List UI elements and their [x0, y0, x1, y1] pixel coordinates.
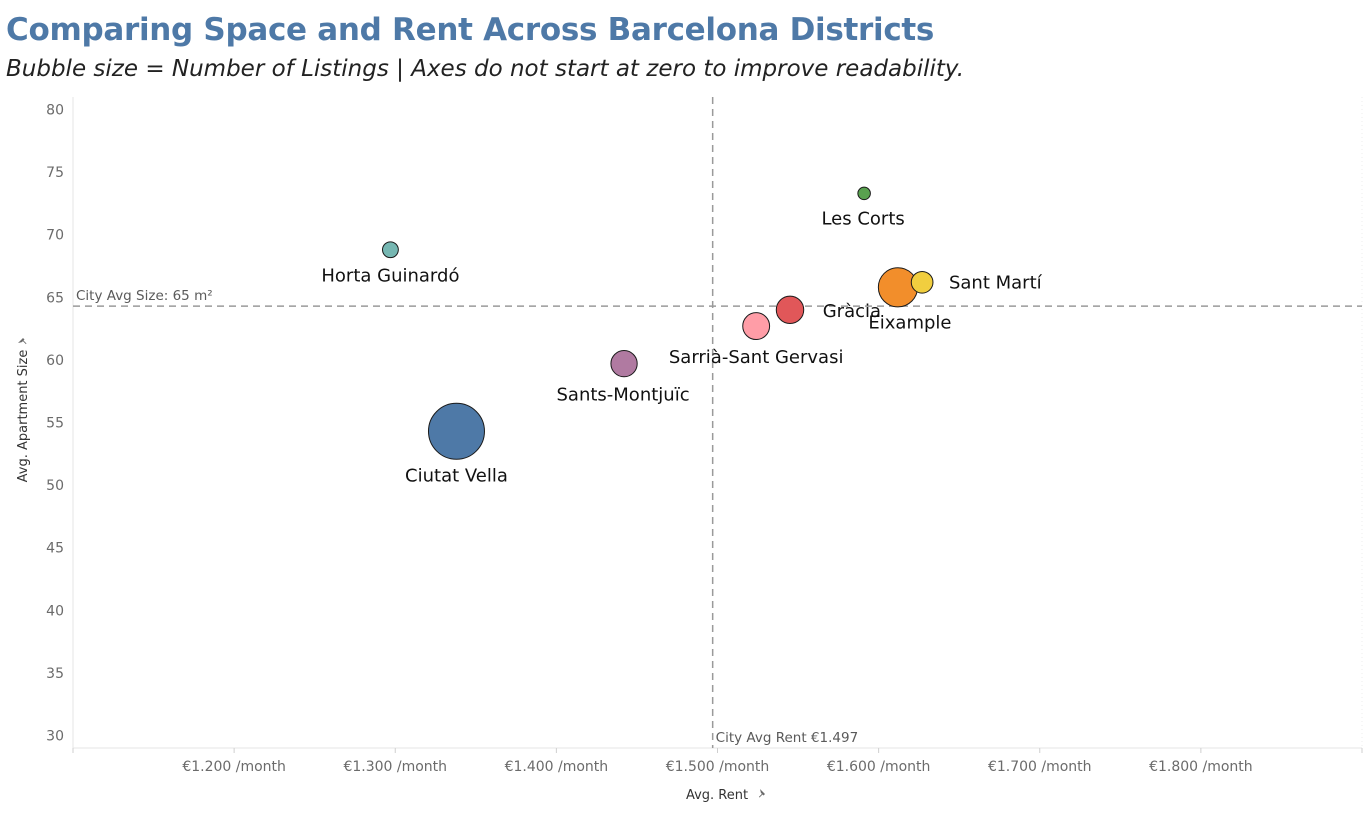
bubble-label-eixample: Eixample: [868, 312, 951, 333]
y-tick-label: 65: [46, 290, 64, 306]
pin-icon: [758, 789, 765, 798]
y-tick-label: 35: [46, 666, 64, 682]
pin-icon: [18, 338, 27, 345]
y-tick-label: 50: [46, 478, 64, 494]
axes: €1.200 /month €1.300 /month €1.400 /month €…: [16, 97, 1363, 803]
x-axis-title: Avg. Rent: [686, 788, 748, 803]
chart-title: Comparing Space and Rent Across Barcelon…: [6, 12, 935, 48]
bubble-labels: Ciutat Vella Eixample Sant Martí Gràcia Sarr…: [321, 208, 1042, 486]
bubble-eixample: [877, 267, 919, 308]
bubble-sarria-sant-gervasi: [742, 312, 771, 341]
bubble-label-ciutat-vella: Ciutat Vella: [405, 465, 508, 486]
y-tick-label: 30: [46, 728, 64, 744]
y-tick-label: 40: [46, 603, 64, 619]
bubble-label-horta-guinardo: Horta Guinardó: [321, 266, 459, 287]
x-tick-label: €1.400 /month: [505, 759, 609, 775]
x-tick-label: €1.600 /month: [827, 759, 931, 775]
y-tick-label: 45: [46, 541, 64, 557]
bubble-label-sarria-sant-gervasi: Sarrià-Sant Gervasi: [669, 347, 844, 368]
avg-rent-reference-label: City Avg Rent €1.497: [716, 730, 859, 746]
y-tick-label: 70: [46, 228, 64, 244]
avg-size-reference-label: City Avg Size: 65 m²: [76, 288, 213, 304]
y-tick-label: 75: [46, 165, 64, 181]
bubble-ciutat-vella: [427, 402, 485, 460]
chart-subtitle: Bubble size = Number of Listings | Axes …: [6, 56, 965, 82]
bubble-les-corts: [857, 186, 871, 201]
x-tick-label: €1.700 /month: [988, 759, 1092, 775]
y-tick-label: 80: [46, 103, 64, 119]
x-tick-label: €1.500 /month: [666, 759, 770, 775]
x-tick-label: €1.300 /month: [343, 759, 447, 775]
bubble-gracia: [775, 295, 805, 325]
reference-lines: City Avg Size: 65 m² City Avg Rent €1.497: [73, 97, 1362, 748]
bubble-label-les-corts: Les Corts: [821, 208, 904, 229]
y-tick-label: 60: [46, 353, 64, 369]
bubble-label-sants-montjuic: Sants-Montjuïc: [556, 385, 689, 406]
bubble-sant-marti: [910, 270, 934, 294]
bubbles: [381, 186, 934, 460]
y-axis-title: Avg. Apartment Size: [16, 350, 31, 483]
y-tick-label: 55: [46, 416, 64, 432]
bubble-sants-montjuic: [610, 350, 638, 378]
bubble-label-sant-marti: Sant Martí: [949, 272, 1043, 293]
x-tick-label: €1.200 /month: [182, 759, 286, 775]
x-tick-label: €1.800 /month: [1149, 759, 1253, 775]
bubble-label-gracia: Gràcia: [823, 301, 881, 322]
bubble-horta-guinardo: [381, 241, 399, 259]
